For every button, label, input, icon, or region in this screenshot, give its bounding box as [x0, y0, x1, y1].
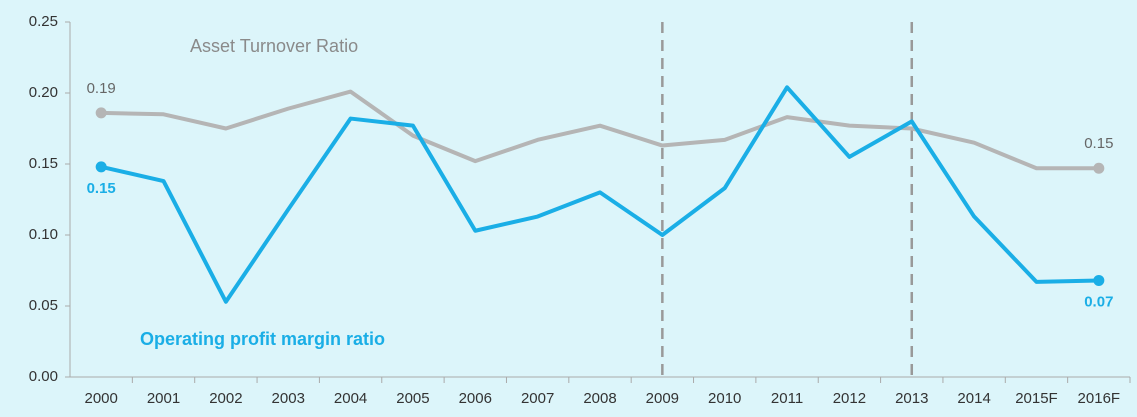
y-tick-label: 0.00: [29, 368, 58, 385]
x-tick-label: 2004: [334, 390, 367, 407]
series-line: [100, 85, 1099, 304]
series-label: Operating profit margin ratio: [140, 329, 385, 349]
y-tick-label: 0.05: [29, 297, 58, 314]
y-tick-label: 0.15: [29, 155, 58, 172]
point-marker: [1093, 274, 1105, 286]
x-tick-label: 2005: [396, 390, 429, 407]
x-tick-label: 2016F: [1078, 390, 1121, 407]
value-label: 0.07: [1084, 293, 1113, 310]
value-label: 0.15: [1084, 135, 1113, 152]
x-tick-label: 2009: [646, 390, 679, 407]
point-marker: [1093, 162, 1105, 174]
x-tick-label: 2010: [708, 390, 741, 407]
point-marker: [95, 107, 107, 119]
y-tick-label: 0.20: [29, 84, 58, 101]
x-tick-label: 2007: [521, 390, 554, 407]
x-tick-label: 2000: [84, 390, 117, 407]
value-label: 0.19: [87, 80, 116, 97]
value-label: 0.15: [87, 180, 116, 197]
x-tick-label: 2006: [459, 390, 492, 407]
x-tick-label: 2001: [147, 390, 180, 407]
y-tick-label: 0.25: [29, 13, 58, 30]
x-tick-label: 2002: [209, 390, 242, 407]
x-tick-label: 2014: [957, 390, 990, 407]
y-tick-label: 0.10: [29, 226, 58, 243]
x-tick-label: 2011: [771, 390, 803, 407]
series-label: Asset Turnover Ratio: [190, 36, 358, 56]
x-tick-label: 2015F: [1015, 390, 1058, 407]
x-tick-label: 2008: [583, 390, 616, 407]
point-marker: [95, 161, 107, 173]
x-tick-label: 2013: [895, 390, 928, 407]
x-tick-label: 2012: [833, 390, 866, 407]
x-tick-label: 2003: [272, 390, 305, 407]
series-line: [101, 89, 1099, 171]
